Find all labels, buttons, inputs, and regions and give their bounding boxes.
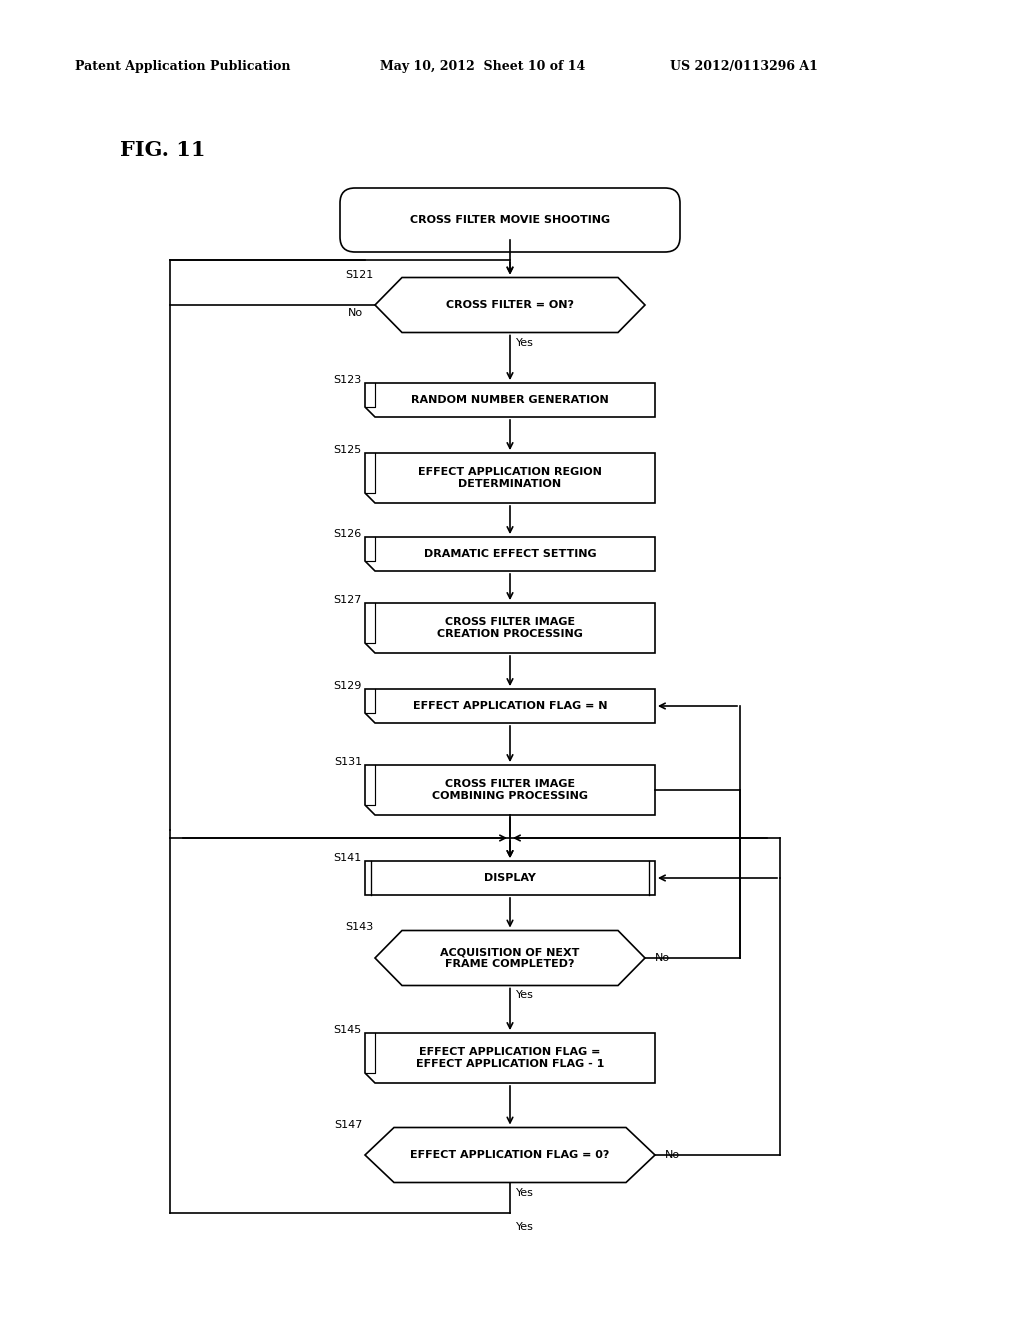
Text: EFFECT APPLICATION FLAG = 0?: EFFECT APPLICATION FLAG = 0? [411,1150,609,1160]
Polygon shape [365,689,655,723]
Text: S129: S129 [334,681,362,690]
Polygon shape [375,931,645,986]
Text: S127: S127 [334,595,362,605]
Text: Yes: Yes [516,338,534,347]
Text: S121: S121 [345,269,373,280]
Text: US 2012/0113296 A1: US 2012/0113296 A1 [670,59,818,73]
Text: S123: S123 [334,375,362,385]
Polygon shape [365,537,655,572]
Text: DRAMATIC EFFECT SETTING: DRAMATIC EFFECT SETTING [424,549,596,558]
Text: S126: S126 [334,529,362,539]
Text: FIG. 11: FIG. 11 [120,140,206,160]
Text: S143: S143 [345,923,373,932]
Text: May 10, 2012  Sheet 10 of 14: May 10, 2012 Sheet 10 of 14 [380,59,586,73]
Text: No: No [665,1150,680,1160]
Text: Yes: Yes [516,1188,534,1197]
Text: EFFECT APPLICATION FLAG = N: EFFECT APPLICATION FLAG = N [413,701,607,711]
Text: RANDOM NUMBER GENERATION: RANDOM NUMBER GENERATION [411,395,609,405]
Text: S147: S147 [335,1119,362,1130]
Bar [365,861,655,895]
Polygon shape [365,603,655,653]
Text: CROSS FILTER IMAGE
COMBINING PROCESSING: CROSS FILTER IMAGE COMBINING PROCESSING [432,779,588,801]
Text: Patent Application Publication: Patent Application Publication [75,59,291,73]
Text: S131: S131 [334,756,362,767]
Text: S145: S145 [334,1026,362,1035]
Text: CROSS FILTER IMAGE
CREATION PROCESSING: CROSS FILTER IMAGE CREATION PROCESSING [437,618,583,639]
Text: EFFECT APPLICATION REGION
DETERMINATION: EFFECT APPLICATION REGION DETERMINATION [418,467,602,488]
Text: S125: S125 [334,445,362,455]
FancyBboxPatch shape [340,187,680,252]
Text: S141: S141 [334,853,362,863]
Text: No: No [655,953,670,964]
Text: ACQUISITION OF NEXT
FRAME COMPLETED?: ACQUISITION OF NEXT FRAME COMPLETED? [440,948,580,969]
Polygon shape [365,766,655,814]
Text: CROSS FILTER = ON?: CROSS FILTER = ON? [446,300,574,310]
Polygon shape [365,453,655,503]
Polygon shape [365,1127,655,1183]
Text: Yes: Yes [516,990,534,1001]
Text: DISPLAY: DISPLAY [484,873,536,883]
Text: No: No [348,308,362,318]
Text: CROSS FILTER MOVIE SHOOTING: CROSS FILTER MOVIE SHOOTING [410,215,610,224]
Polygon shape [365,1034,655,1082]
Polygon shape [375,277,645,333]
Text: Yes: Yes [516,1222,534,1233]
Polygon shape [365,383,655,417]
Text: EFFECT APPLICATION FLAG =
EFFECT APPLICATION FLAG - 1: EFFECT APPLICATION FLAG = EFFECT APPLICA… [416,1047,604,1069]
